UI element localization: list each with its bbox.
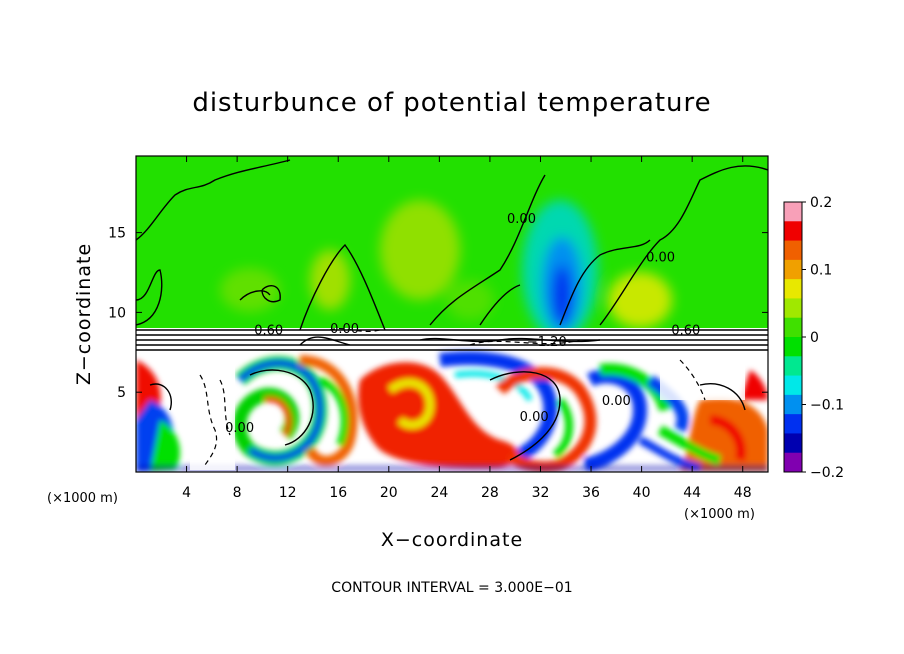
contour-label: 0.00 [225,421,254,436]
colorbar-cell [784,414,802,434]
x-tick-label: 20 [380,485,398,501]
colorbar-cell [784,279,802,299]
colorbar-cell [784,356,802,377]
contour-labels: 0.00 0.00 0.60 0.00 −1.20 0.60 0.00 0.00 0.00 [225,212,700,436]
contour-label: 0.00 [646,250,675,265]
colorbar-cell [784,259,802,280]
y-tick-label: 5 [117,385,126,401]
contour-label: 0.00 [520,410,549,425]
x-tick-label: 48 [734,485,752,501]
colorbar-cell [784,298,802,319]
x-tick-label: 40 [633,485,651,501]
colorbar-cell [784,317,802,338]
y-tick-label: 15 [108,226,126,242]
x-axis-ticks: 4 8 12 16 20 24 28 32 36 40 44 48 [182,156,752,501]
contour-label: 0.60 [254,324,283,339]
x-tick-label: 16 [329,485,347,501]
contour-label: −1.20 [527,335,567,350]
colorbar-cell [784,202,802,222]
x-axis-title: X−coordinate [381,529,523,551]
chart-title: disturbunce of potential temperature [192,88,711,118]
colorbar-tick-label: −0.2 [810,465,844,481]
colorbar-cell [784,394,802,415]
colorbar-tick-label: 0.1 [810,263,832,279]
y-axis-title: Z−coordinate [73,243,95,385]
x-tick-label: 32 [532,485,550,501]
colorbar-tick-label: 0 [810,330,819,346]
x-tick-label: 28 [481,485,499,501]
y-axis-ticks: 5 10 15 [108,226,768,401]
x-tick-label: 4 [182,485,191,501]
plot-frame [135,155,769,473]
contour-label: 0.00 [507,212,536,227]
y-unit-label: (×1000 m) [47,491,118,506]
x-tick-label: 24 [430,485,448,501]
colorbar-cell [784,452,802,473]
x-tick-label: 36 [582,485,600,501]
colorbar-cell [784,240,802,261]
contour-interval-note: CONTOUR INTERVAL = 3.000E−01 [331,580,572,596]
potential-temperature-field: 0.00 0.00 0.60 0.00 −1.20 0.60 0.00 0.00 0.00 [136,156,768,472]
colorbar-cell [784,433,802,454]
x-tick-label: 8 [233,485,242,501]
contour-label: 0.00 [602,394,631,409]
colorbar-tick-label: −0.1 [810,398,844,414]
colorbar-cell [784,221,802,242]
contour-label: 0.00 [330,322,359,337]
colorbar-cell [784,337,802,357]
x-unit-label: (×1000 m) [684,507,755,522]
colorbar: 0.2 0.1 0 −0.1 −0.2 [783,195,844,481]
colorbar-cell [784,375,802,396]
y-tick-label: 10 [108,305,126,321]
contour-label: 0.60 [671,324,700,339]
x-tick-label: 44 [683,485,701,501]
x-tick-label: 12 [279,485,297,501]
colorbar-tick-label: 0.2 [810,195,832,211]
